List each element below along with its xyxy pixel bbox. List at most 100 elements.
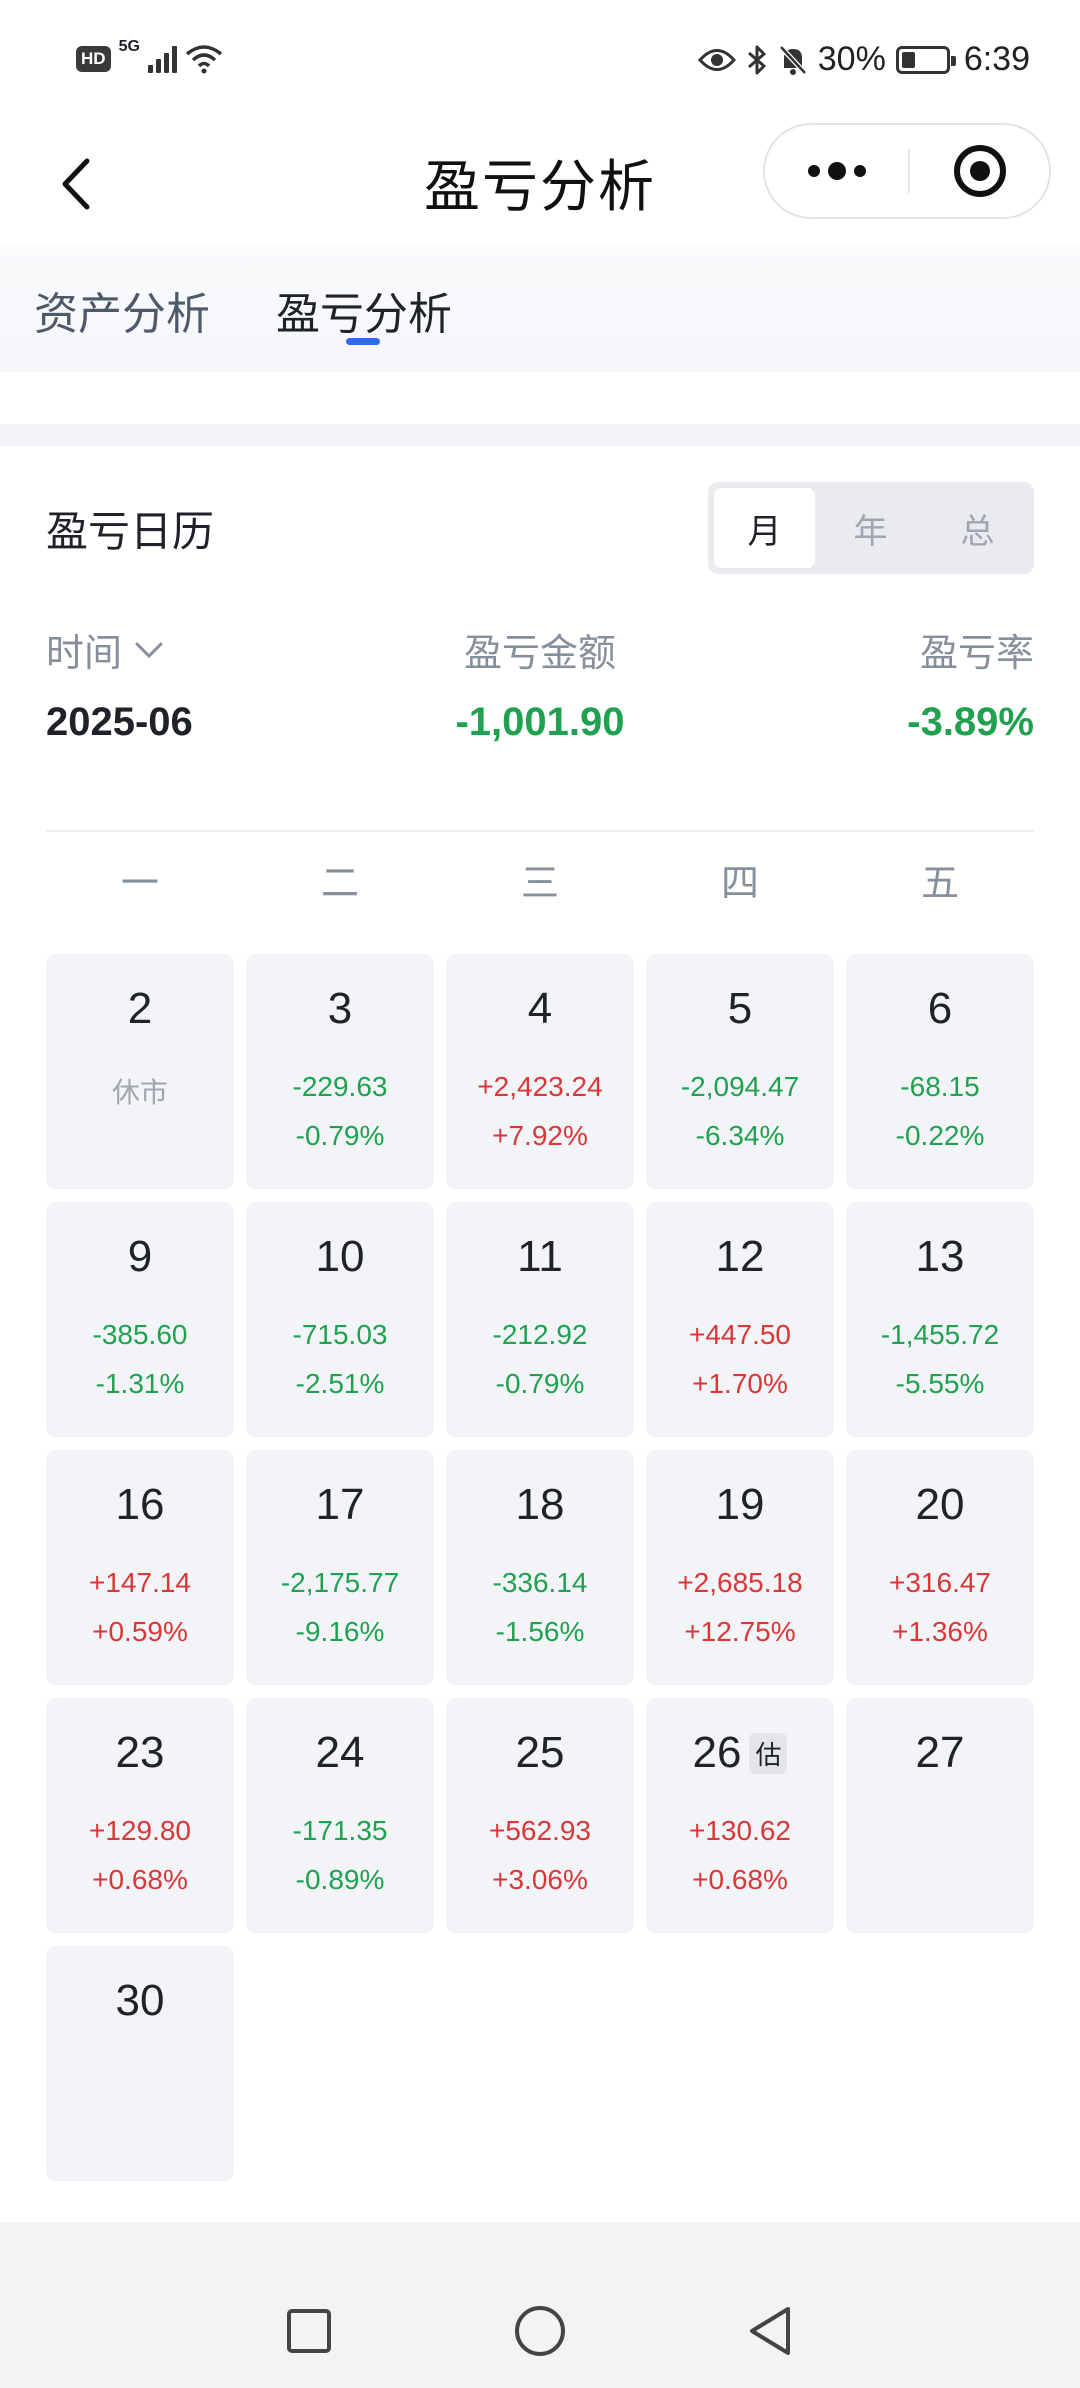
spacer (0, 372, 1080, 424)
calendar-day-cell[interactable]: 23 +129.80 +0.68% (46, 1698, 234, 1933)
day-pnl-rate: -2.51% (295, 1368, 385, 1399)
day-pnl-rate: +1.70% (692, 1368, 788, 1399)
day-number: 24 (315, 1728, 365, 1777)
status-bar: HD 5G 30% 6:39 (0, 0, 1080, 128)
day-pnl-amount: +129.80 (89, 1815, 191, 1846)
day-number: 27 (915, 1728, 965, 1777)
day-number: 10 (315, 1232, 365, 1281)
day-pnl-amount: -2,175.77 (280, 1567, 400, 1598)
calendar-day-cell[interactable]: 19 +2,685.18 +12.75% (646, 1450, 834, 1685)
more-icon (807, 162, 866, 180)
back-triangle-icon (750, 2307, 790, 2355)
day-pnl-amount: -336.14 (492, 1567, 588, 1598)
day-pnl-rate: +0.68% (692, 1864, 788, 1895)
tab-pnl-analysis[interactable]: 盈亏分析 (276, 290, 452, 339)
calendar-day-cell[interactable]: 3 -229.63 -0.79% (246, 954, 434, 1189)
calendar-day-cell[interactable]: 4 +2,423.24 +7.92% (446, 954, 634, 1189)
weekday-fri: 五 (920, 863, 959, 905)
signal-icon (147, 45, 177, 73)
market-closed-label: 休市 (111, 1077, 168, 1108)
day-number: 18 (515, 1480, 565, 1529)
rate-label: 盈亏率 (919, 633, 1034, 675)
day-number: 20 (915, 1480, 965, 1529)
calendar-day-cell[interactable]: 6 -68.15 -0.22% (846, 954, 1034, 1189)
pnl-calendar-card: 盈亏日历 月 年 总 时间 盈亏金额 盈亏率 2025-06 -1,001.90… (0, 446, 1080, 2222)
day-pnl-amount: -385.60 (92, 1319, 188, 1350)
calendar-day-cell[interactable]: 30 (46, 1946, 234, 2181)
calendar-day-cell[interactable]: 13 -1,455.72 -5.55% (846, 1202, 1034, 1437)
card-title: 盈亏日历 (46, 508, 215, 555)
weekday-wed: 三 (520, 863, 559, 905)
battery-fill (901, 51, 915, 68)
calendar-day-cell[interactable]: 12 +447.50 +1.70% (646, 1202, 834, 1437)
weekday-tue: 二 (320, 863, 359, 905)
calendar-day-cell[interactable]: 17 -2,175.77 -9.16% (246, 1450, 434, 1685)
calendar-day-cell[interactable]: 2 休市 (46, 954, 234, 1189)
calendar-day-cell[interactable]: 9 -385.60 -1.31% (46, 1202, 234, 1437)
network-type: 5G (118, 38, 140, 55)
tab-bar: 资产分析 盈亏分析 (0, 246, 1080, 372)
status-time: 6:39 (963, 40, 1030, 78)
day-pnl-rate: -1.56% (495, 1616, 585, 1647)
day-pnl-rate: +1.36% (892, 1616, 988, 1647)
weekday-mon: 一 (120, 863, 159, 905)
day-pnl-rate: +12.75% (684, 1616, 796, 1647)
period-segmented-control: 月 年 总 (708, 482, 1034, 574)
calendar-day-cell[interactable]: 11 -212.92 -0.79% (446, 1202, 634, 1437)
segment-total[interactable]: 总 (960, 512, 995, 551)
day-number: 4 (527, 984, 553, 1033)
day-number: 9 (127, 1232, 153, 1281)
back-system-button[interactable] (735, 2296, 805, 2366)
segment-month[interactable]: 月 (714, 488, 815, 568)
calendar-day-cell[interactable]: 20 +316.47 +1.36% (846, 1450, 1034, 1685)
tab-indicator (346, 338, 380, 345)
calendar-day-cell[interactable]: 27 (846, 1698, 1034, 1933)
recents-button[interactable] (274, 2296, 344, 2366)
divider (46, 830, 1034, 832)
mini-program-capsule (763, 123, 1051, 219)
day-number: 30 (115, 1976, 165, 2025)
day-number: 3 (327, 984, 353, 1033)
back-button[interactable] (44, 144, 108, 224)
calendar-day-cell[interactable]: 18 -336.14 -1.56% (446, 1450, 634, 1685)
day-pnl-amount: +130.62 (689, 1815, 791, 1846)
day-number: 26 (692, 1728, 742, 1777)
day-pnl-amount: -715.03 (292, 1319, 388, 1350)
time-selector[interactable]: 时间 (46, 622, 164, 677)
day-pnl-amount: +147.14 (89, 1567, 191, 1598)
battery-icon (895, 45, 956, 74)
section-separator (0, 424, 1080, 446)
calendar-day-cell[interactable]: 16 +147.14 +0.59% (46, 1450, 234, 1685)
calendar-day-cell[interactable]: 5 -2,094.47 -6.34% (646, 954, 834, 1189)
tab-asset-analysis[interactable]: 资产分析 (34, 290, 210, 339)
day-pnl-rate: +0.59% (92, 1616, 188, 1647)
calendar-day-cell[interactable]: 10 -715.03 -2.51% (246, 1202, 434, 1437)
day-number: 13 (915, 1232, 965, 1281)
day-number: 19 (715, 1480, 765, 1529)
status-right: 30% 6:39 (697, 40, 1030, 79)
day-number: 6 (927, 984, 953, 1033)
wifi-icon (185, 45, 223, 74)
calendar-day-cell[interactable]: 25 +562.93 +3.06% (446, 1698, 634, 1933)
day-pnl-amount: -212.92 (492, 1319, 588, 1350)
weekday-thu: 四 (720, 863, 759, 905)
day-pnl-amount: +2,423.24 (477, 1071, 603, 1102)
period-value: 2025-06 (46, 700, 193, 744)
day-pnl-amount: +316.47 (889, 1567, 991, 1598)
day-pnl-rate: -9.16% (295, 1616, 385, 1647)
calendar-day-cell[interactable]: 24 -171.35 -0.89% (246, 1698, 434, 1933)
close-button[interactable] (910, 125, 1049, 217)
system-nav-bar (0, 2222, 1080, 2388)
calendar-day-cell[interactable]: 26 估 +130.62 +0.68% (646, 1698, 834, 1933)
day-pnl-rate: -0.22% (895, 1120, 985, 1151)
back-icon (62, 158, 90, 210)
day-pnl-rate: -1.31% (95, 1368, 185, 1399)
home-button[interactable] (505, 2296, 575, 2366)
segment-year[interactable]: 年 (853, 512, 888, 551)
recents-icon (287, 2309, 331, 2353)
day-pnl-rate: -5.55% (895, 1368, 985, 1399)
day-pnl-amount: +562.93 (489, 1815, 591, 1846)
more-button[interactable] (765, 125, 908, 217)
day-number: 23 (115, 1728, 165, 1777)
eye-icon (697, 48, 736, 71)
